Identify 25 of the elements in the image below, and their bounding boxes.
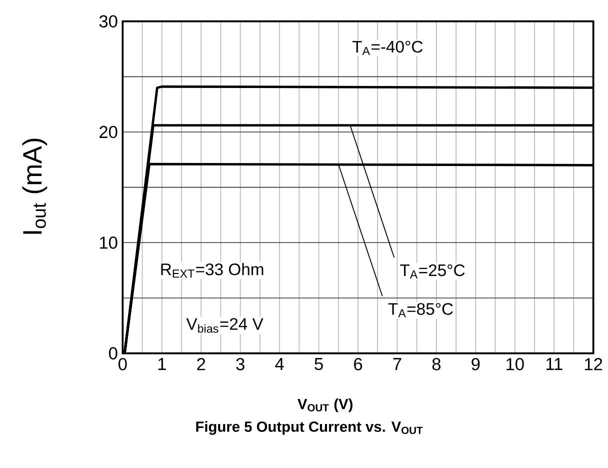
text: Figure 5 Output Current vs. V$_{OUT}$: [196, 421, 423, 435]
x-tick-label: 8: [432, 358, 441, 370]
x-tick-label: 1: [158, 358, 166, 370]
x-axis-title: V$_{OUT}$ (V): [298, 398, 352, 412]
y-tick-label: 30: [99, 15, 118, 28]
x-tick-label: 5: [314, 358, 323, 370]
x-tick-label: 12: [585, 358, 602, 370]
x-tick-label: 0: [118, 358, 127, 370]
annotation: T$_{A}$=-40°C: [352, 40, 423, 55]
x-tick-label: 4: [275, 358, 284, 370]
annotation: R$_{EXT}$=33 Ohm: [161, 263, 264, 278]
x-tick-label: 10: [506, 358, 524, 370]
y-tick-label: 0: [108, 347, 118, 360]
x-tick-label: 11: [546, 358, 562, 370]
x-tick-label: 7: [393, 358, 402, 370]
annotation: V$_{bias}$=24 V: [186, 318, 264, 333]
y-tick-label: 10: [100, 236, 118, 249]
y-tick-label: 20: [100, 126, 118, 138]
x-tick-label: 9: [472, 358, 480, 370]
annotation: T$_{A}$=85°C: [388, 303, 453, 318]
annotation: T$_{A}$=25°C: [400, 264, 465, 279]
x-tick-label: 6: [354, 358, 362, 370]
y-axis-title: I$_{out}$ (mA): [22, 138, 48, 234]
x-tick-label: 2: [197, 358, 206, 370]
x-tick-label: 3: [236, 358, 244, 370]
